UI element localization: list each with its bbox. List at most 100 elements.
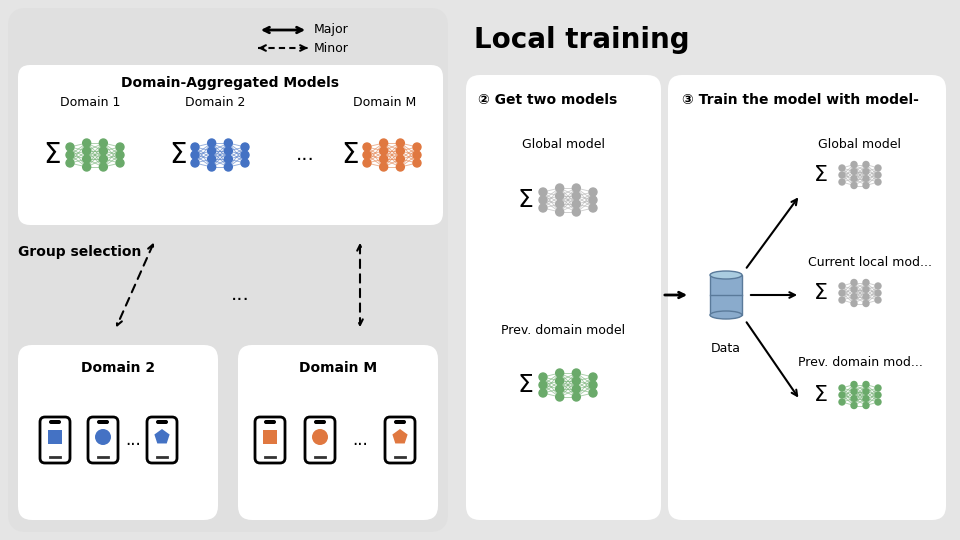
Circle shape [875, 399, 881, 405]
FancyBboxPatch shape [668, 75, 946, 520]
Circle shape [839, 385, 845, 391]
Text: Major: Major [314, 24, 348, 37]
Circle shape [572, 192, 581, 200]
Circle shape [363, 143, 371, 151]
Circle shape [539, 373, 547, 381]
Circle shape [413, 143, 421, 151]
Circle shape [863, 176, 869, 181]
Circle shape [66, 159, 74, 167]
Circle shape [589, 389, 597, 397]
Circle shape [99, 147, 108, 155]
Circle shape [875, 165, 881, 171]
FancyBboxPatch shape [466, 75, 661, 520]
Text: Domain-Aggregated Models: Domain-Aggregated Models [121, 76, 339, 90]
Text: Domain 2: Domain 2 [185, 97, 245, 110]
Circle shape [556, 208, 564, 216]
Circle shape [207, 163, 216, 171]
Circle shape [863, 280, 869, 286]
Polygon shape [155, 429, 170, 443]
Circle shape [589, 196, 597, 204]
Circle shape [396, 163, 404, 171]
Text: ...: ... [125, 431, 141, 449]
Circle shape [99, 139, 108, 147]
Circle shape [863, 287, 869, 293]
Circle shape [191, 151, 199, 159]
Circle shape [539, 188, 547, 196]
Circle shape [556, 192, 564, 200]
Circle shape [572, 385, 581, 393]
Circle shape [851, 176, 857, 181]
Circle shape [875, 172, 881, 178]
Text: Domain 1: Domain 1 [60, 97, 120, 110]
Circle shape [66, 151, 74, 159]
Circle shape [241, 143, 249, 151]
Ellipse shape [710, 271, 742, 279]
Circle shape [839, 392, 845, 398]
FancyBboxPatch shape [255, 417, 285, 463]
FancyBboxPatch shape [394, 420, 406, 424]
Circle shape [875, 290, 881, 296]
FancyBboxPatch shape [8, 8, 448, 532]
Circle shape [66, 143, 74, 151]
Circle shape [225, 163, 232, 171]
FancyBboxPatch shape [147, 417, 177, 463]
Text: ③ Train the model with model-: ③ Train the model with model- [682, 93, 919, 107]
Circle shape [839, 172, 845, 178]
Text: $\Sigma$: $\Sigma$ [169, 141, 187, 169]
Circle shape [556, 200, 564, 208]
Circle shape [839, 399, 845, 405]
Text: ...: ... [230, 286, 250, 305]
FancyBboxPatch shape [88, 417, 118, 463]
Circle shape [863, 381, 869, 388]
Circle shape [589, 381, 597, 389]
FancyBboxPatch shape [238, 345, 438, 520]
Circle shape [875, 385, 881, 391]
Circle shape [379, 155, 388, 163]
Text: Prev. domain model: Prev. domain model [501, 323, 625, 336]
Circle shape [863, 168, 869, 174]
Circle shape [116, 159, 124, 167]
Circle shape [863, 388, 869, 395]
Circle shape [839, 297, 845, 303]
Circle shape [589, 373, 597, 381]
FancyBboxPatch shape [305, 417, 335, 463]
Circle shape [83, 155, 90, 163]
Text: Prev. domain mod...: Prev. domain mod... [798, 355, 923, 368]
Text: Minor: Minor [314, 42, 348, 55]
Circle shape [99, 155, 108, 163]
Circle shape [83, 147, 90, 155]
Circle shape [851, 300, 857, 307]
Text: $\Sigma$: $\Sigma$ [813, 385, 828, 405]
Circle shape [396, 155, 404, 163]
FancyBboxPatch shape [18, 65, 443, 225]
Circle shape [116, 143, 124, 151]
Circle shape [875, 179, 881, 185]
Circle shape [556, 184, 564, 192]
Ellipse shape [710, 311, 742, 319]
Circle shape [851, 168, 857, 174]
Circle shape [851, 287, 857, 293]
Text: Group selection: Group selection [18, 245, 141, 259]
Circle shape [413, 159, 421, 167]
Circle shape [851, 388, 857, 395]
Circle shape [207, 155, 216, 163]
Circle shape [539, 204, 547, 212]
Circle shape [851, 280, 857, 286]
Circle shape [851, 381, 857, 388]
Text: ② Get two models: ② Get two models [478, 93, 617, 107]
Circle shape [556, 377, 564, 385]
FancyBboxPatch shape [49, 420, 61, 424]
Circle shape [851, 161, 857, 167]
Circle shape [396, 139, 404, 147]
FancyBboxPatch shape [385, 417, 415, 463]
Circle shape [863, 395, 869, 402]
Text: $\Sigma$: $\Sigma$ [813, 165, 828, 185]
Circle shape [863, 294, 869, 300]
FancyBboxPatch shape [264, 420, 276, 424]
Circle shape [83, 139, 90, 147]
Text: Data: Data [711, 341, 741, 354]
FancyBboxPatch shape [156, 420, 168, 424]
Text: $\Sigma$: $\Sigma$ [813, 283, 828, 303]
Circle shape [839, 283, 845, 289]
Circle shape [396, 147, 404, 155]
